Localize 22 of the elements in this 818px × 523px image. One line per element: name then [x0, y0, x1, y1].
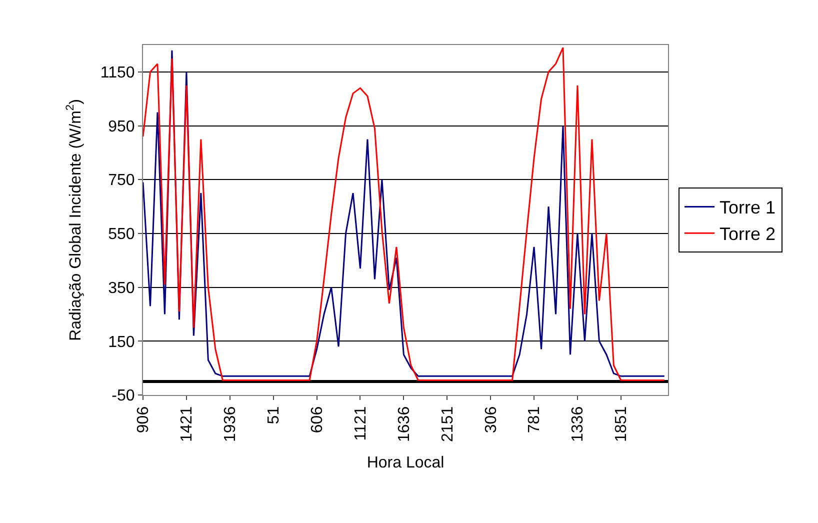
- y-tick-label: 350: [108, 280, 135, 297]
- x-tick-label: 2151: [439, 406, 456, 442]
- x-tick-label: 1636: [396, 406, 413, 442]
- y-tick-label: 1150: [100, 64, 135, 82]
- x-tick-label: 1336: [570, 406, 587, 442]
- y-tick-label: 150: [108, 334, 135, 351]
- legend-label: Torre 2: [720, 224, 776, 244]
- x-tick-label: 1851: [613, 406, 630, 442]
- y-tick-label: 950: [108, 118, 135, 136]
- x-tick-label: 906: [135, 406, 152, 434]
- legend-label: Torre 1: [720, 198, 776, 218]
- x-tick-label: 1121: [352, 406, 370, 441]
- x-tick-label: 1936: [222, 406, 240, 442]
- x-tick-label: 1421: [178, 406, 196, 442]
- x-axis-title: Hora Local: [366, 454, 444, 472]
- y-tick-label: 750: [108, 172, 135, 190]
- x-tick-label: 781: [526, 406, 544, 434]
- x-tick-label: 51: [266, 406, 283, 424]
- x-tick-label: 606: [308, 406, 326, 434]
- x-tick-label: 306: [482, 406, 500, 434]
- y-tick-label: 550: [108, 226, 135, 244]
- y-tick-label: -50: [112, 388, 135, 405]
